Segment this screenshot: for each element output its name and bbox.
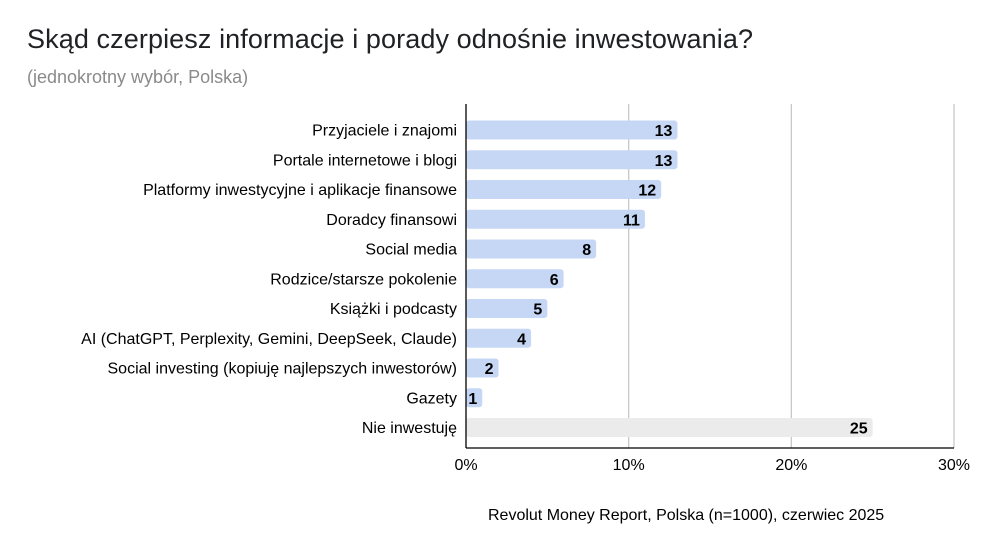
bar bbox=[466, 299, 548, 318]
x-tick-label: 30% bbox=[938, 457, 970, 474]
category-label: Social media bbox=[365, 242, 457, 259]
bar bbox=[466, 150, 678, 170]
bar bbox=[466, 418, 873, 437]
category-label: Social investing (kopiuję najlepszych in… bbox=[108, 361, 458, 378]
data-label: 13 bbox=[655, 123, 673, 140]
data-label: 2 bbox=[485, 361, 494, 378]
bar bbox=[466, 328, 532, 348]
data-label: 6 bbox=[550, 272, 559, 289]
chart-title: Skąd czerpiesz informacje i porady odnoś… bbox=[27, 24, 754, 54]
category-label: Platformy inwestycyjne i aplikacje finan… bbox=[143, 182, 457, 199]
x-tick-label: 0% bbox=[454, 457, 477, 474]
category-label: Nie inwestuję bbox=[362, 420, 457, 437]
data-label: 1 bbox=[468, 391, 477, 408]
chart-subtitle: (jednokrotny wybór, Polska) bbox=[27, 67, 249, 87]
bar bbox=[466, 358, 499, 378]
category-label: Gazety bbox=[406, 390, 457, 407]
category-label: Książki i podcasty bbox=[330, 301, 457, 318]
category-label: Przyjaciele i znajomi bbox=[312, 123, 457, 140]
bar bbox=[466, 120, 678, 140]
data-label: 5 bbox=[533, 302, 542, 319]
category-label: Portale internetowe i blogi bbox=[273, 152, 457, 169]
data-label: 4 bbox=[517, 331, 526, 348]
data-label: 13 bbox=[655, 153, 673, 170]
bar bbox=[466, 239, 597, 259]
data-label: 12 bbox=[638, 183, 656, 200]
x-tick-label: 10% bbox=[613, 457, 645, 474]
bar bbox=[466, 209, 645, 229]
category-label: Doradcy finansowi bbox=[326, 212, 457, 229]
bar bbox=[466, 180, 662, 199]
category-label: AI (ChatGPT, Perplexity, Gemini, DeepSee… bbox=[81, 331, 457, 348]
source-note: Revolut Money Report, Polska (n=1000), c… bbox=[488, 507, 885, 524]
x-tick-label: 20% bbox=[775, 457, 807, 474]
data-label: 11 bbox=[623, 212, 640, 229]
category-label: Rodzice/starsze pokolenie bbox=[270, 271, 457, 288]
data-label: 8 bbox=[582, 242, 591, 259]
data-label: 25 bbox=[850, 421, 868, 438]
bar bbox=[466, 388, 483, 408]
bar bbox=[466, 269, 564, 289]
